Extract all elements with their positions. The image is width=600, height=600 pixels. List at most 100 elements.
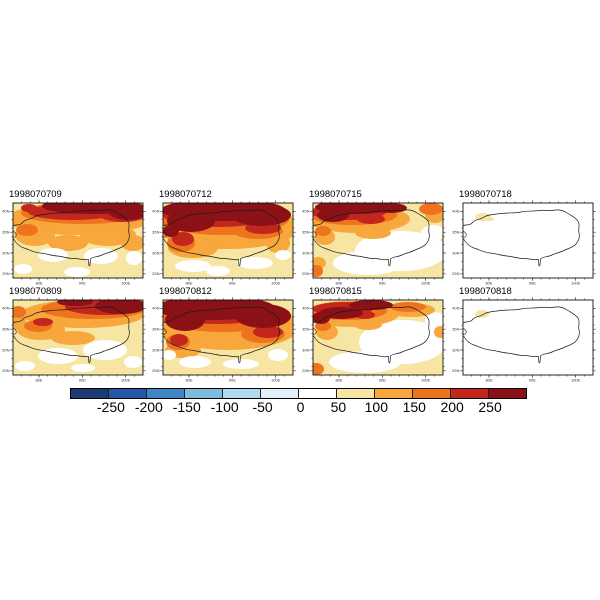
y-tick-label: 40N	[2, 209, 9, 214]
contour-fill-layers	[463, 300, 593, 375]
x-tick-label: 80E	[35, 378, 42, 383]
axis-ticks	[460, 200, 596, 281]
x-tick-label: 90E	[79, 281, 86, 286]
colorbar-segment	[374, 389, 412, 398]
tibetan-plateau-outline	[13, 209, 130, 267]
map-panel: 80E 90E 100E 40N 35N 30N 25N	[452, 200, 596, 286]
colorbar-segment	[108, 389, 146, 398]
colorbar-tick-label: -50	[252, 399, 273, 415]
axis-ticks	[310, 297, 446, 378]
map-panel: 80E 90E 100E 40N 35N 30N 25N	[152, 200, 296, 286]
y-tick-label: 25N	[302, 271, 309, 276]
map-panel: 80E 90E 100E 40N 35N 30N 25N	[302, 200, 446, 286]
contour-fill-layers	[313, 203, 443, 278]
axis-ticks	[460, 297, 596, 378]
tibetan-plateau-outline	[463, 209, 580, 267]
panel-title: 1998070812	[159, 286, 212, 297]
contour-fill-layers	[13, 203, 143, 278]
x-tick-label: 100E	[421, 281, 431, 286]
panel-border	[462, 202, 594, 279]
panel-title: 1998070715	[309, 189, 362, 200]
y-tick-label: 40N	[152, 306, 159, 311]
y-tick-label: 35N	[452, 230, 459, 235]
x-tick-label: 100E	[121, 281, 131, 286]
tibetan-plateau-outline	[163, 209, 280, 267]
map-panel: 80E 90E 100E 40N 35N 30N 25N	[2, 297, 146, 383]
colorbar-segment	[488, 389, 526, 398]
x-tick-label: 100E	[571, 378, 581, 383]
y-tick-label: 35N	[2, 230, 9, 235]
contour-fill-layers	[313, 300, 443, 375]
panel-title: 1998070815	[309, 286, 362, 297]
y-tick-label: 40N	[302, 209, 309, 214]
colorbar-tick-label: -250	[96, 399, 125, 415]
y-tick-label: 35N	[152, 230, 159, 235]
x-tick-label: 80E	[335, 378, 342, 383]
colorbar-tick-label: -150	[172, 399, 201, 415]
tibetan-plateau-outline	[13, 306, 130, 364]
map-panel: 80E 90E 100E 40N 35N 30N 25N	[302, 297, 446, 383]
x-tick-label: 100E	[271, 281, 281, 286]
x-tick-label: 80E	[185, 281, 192, 286]
colorbar-segment	[298, 389, 336, 398]
map-panel: 80E 90E 100E 40N 35N 30N 25N	[152, 297, 296, 383]
y-tick-label: 30N	[452, 347, 459, 352]
colorbar-tick-label: 200	[440, 399, 464, 415]
colorbar-segment	[260, 389, 298, 398]
x-tick-label: 100E	[121, 378, 131, 383]
colorbar	[70, 388, 527, 399]
y-tick-label: 25N	[452, 271, 459, 276]
x-tick-label: 90E	[79, 378, 86, 383]
contour-fill-layers	[13, 300, 143, 375]
y-tick-label: 30N	[152, 250, 159, 255]
axis-ticks	[160, 200, 296, 281]
y-tick-label: 30N	[2, 347, 9, 352]
x-tick-label: 100E	[271, 378, 281, 383]
y-tick-label: 40N	[152, 209, 159, 214]
axis-ticks	[310, 200, 446, 281]
y-tick-label: 40N	[2, 306, 9, 311]
colorbar-tick-label: -200	[134, 399, 163, 415]
map-panel: 80E 90E 100E 40N 35N 30N 25N	[452, 297, 596, 383]
panel-border	[12, 299, 144, 376]
x-tick-label: 100E	[571, 281, 581, 286]
y-tick-label: 30N	[302, 250, 309, 255]
x-tick-label: 90E	[229, 378, 236, 383]
x-tick-label: 90E	[229, 281, 236, 286]
axis-ticks	[10, 297, 146, 378]
x-tick-label: 90E	[379, 281, 386, 286]
x-tick-label: 90E	[529, 281, 536, 286]
axis-ticks	[160, 297, 296, 378]
y-tick-label: 25N	[152, 368, 159, 373]
panel-border	[162, 202, 294, 279]
y-tick-label: 30N	[2, 250, 9, 255]
panel-title: 1998070718	[459, 189, 512, 200]
panel-title: 1998070818	[459, 286, 512, 297]
y-tick-label: 25N	[152, 271, 159, 276]
colorbar-segment	[450, 389, 488, 398]
tibetan-plateau-outline	[163, 306, 280, 364]
y-tick-label: 40N	[452, 306, 459, 311]
y-tick-label: 25N	[2, 271, 9, 276]
x-tick-label: 80E	[335, 281, 342, 286]
axis-ticks	[10, 200, 146, 281]
tibetan-plateau-outline	[313, 209, 430, 267]
y-tick-label: 30N	[302, 347, 309, 352]
y-tick-label: 40N	[452, 209, 459, 214]
y-tick-label: 35N	[302, 230, 309, 235]
colorbar-tick-label: 0	[296, 399, 305, 415]
x-tick-label: 80E	[485, 378, 492, 383]
contour-fill-layers	[163, 203, 293, 278]
panel-border	[462, 299, 594, 376]
y-tick-label: 40N	[302, 306, 309, 311]
x-tick-label: 90E	[379, 378, 386, 383]
colorbar-segment	[146, 389, 184, 398]
contour-fill-layers	[163, 300, 293, 375]
panel-border	[162, 299, 294, 376]
y-tick-label: 25N	[302, 368, 309, 373]
panel-title: 1998070712	[159, 189, 212, 200]
panel-title: 1998070709	[9, 189, 62, 200]
y-tick-label: 35N	[2, 327, 9, 332]
panel-border	[12, 202, 144, 279]
